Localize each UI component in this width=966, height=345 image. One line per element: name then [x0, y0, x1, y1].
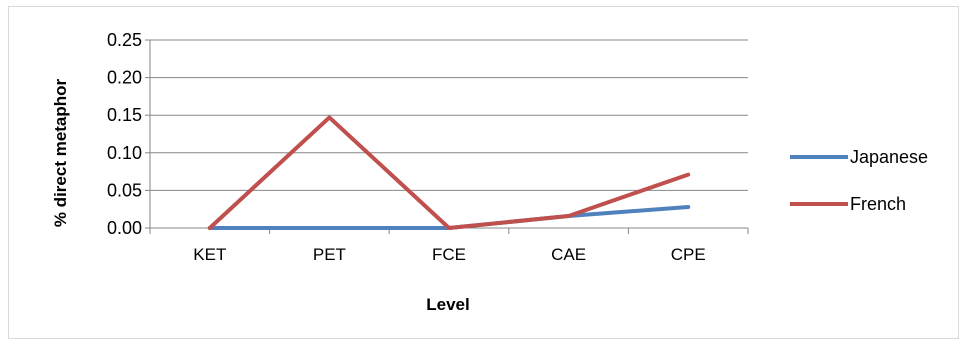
y-tick-label: 0.15: [107, 105, 142, 125]
x-tick-label: KET: [193, 245, 226, 264]
chart-frame: [8, 6, 959, 339]
x-axis-title: Level: [426, 295, 469, 314]
y-tick-label: 0.20: [107, 68, 142, 88]
x-tick-label: FCE: [432, 245, 466, 264]
legend: Japanese French: [790, 147, 928, 214]
tick-labels: 0.00 0.05 0.10 0.15 0.20 0.25 KET PET FCE CAE CPE: [107, 30, 706, 264]
x-tick-label: CPE: [671, 245, 706, 264]
x-tick-label: PET: [313, 245, 346, 264]
series-lines: [207, 115, 691, 230]
y-tick-label: 0.25: [107, 30, 142, 50]
series-line-japanese: [207, 204, 691, 230]
y-tick-label: 0.00: [107, 218, 142, 238]
x-tick-label: CAE: [551, 245, 586, 264]
y-axis-title: % direct metaphor: [51, 78, 70, 227]
y-tick-label: 0.05: [107, 180, 142, 200]
legend-label-french: French: [850, 194, 906, 214]
y-tick-label: 0.10: [107, 143, 142, 163]
legend-label-japanese: Japanese: [850, 147, 928, 167]
